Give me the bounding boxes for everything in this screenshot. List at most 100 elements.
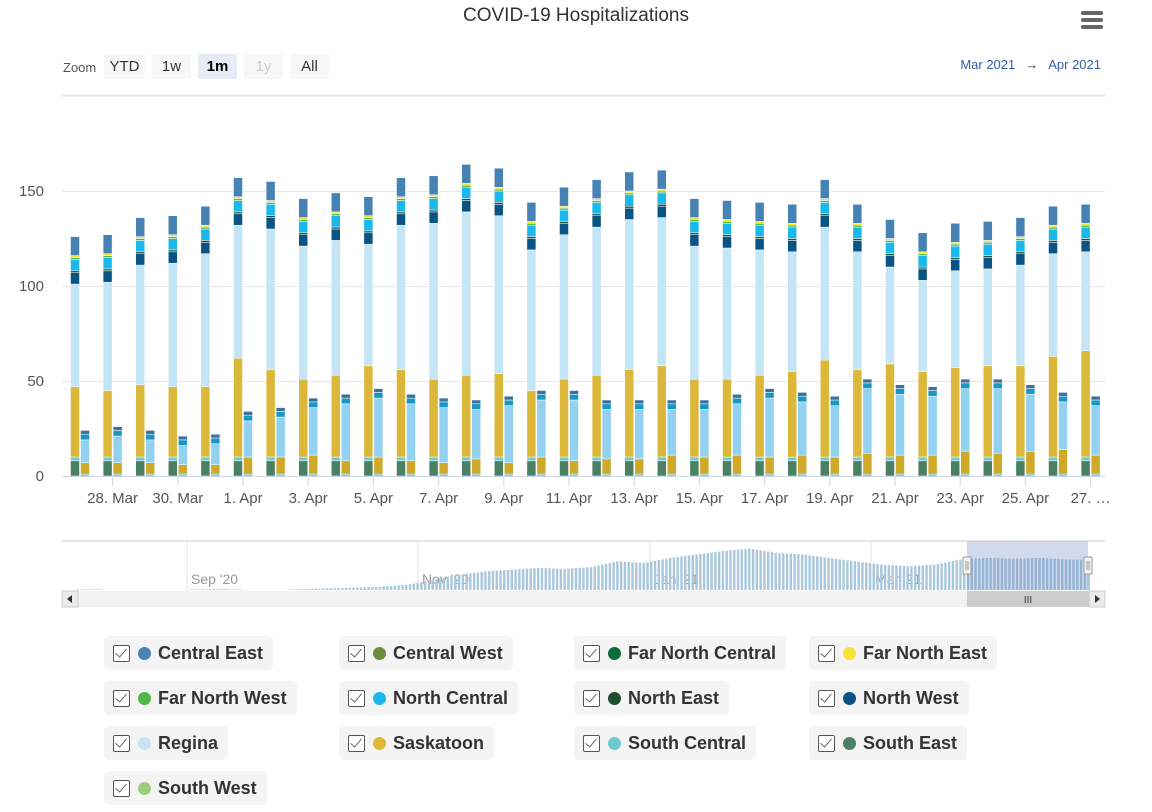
bar-segment[interactable] bbox=[852, 460, 863, 477]
bar-segment[interactable] bbox=[178, 473, 188, 477]
bar-segment[interactable] bbox=[298, 221, 308, 234]
bar-segment[interactable] bbox=[960, 382, 970, 389]
navigator-handle[interactable] bbox=[1083, 556, 1093, 575]
bar-segment[interactable] bbox=[428, 209, 439, 213]
bar-segment[interactable] bbox=[233, 198, 243, 201]
bar-segment[interactable] bbox=[308, 473, 318, 477]
bar-segment[interactable] bbox=[601, 403, 612, 410]
bar-segment[interactable] bbox=[428, 196, 439, 199]
bar-segment[interactable] bbox=[591, 226, 602, 376]
bar-segment[interactable] bbox=[1025, 394, 1036, 452]
bar-segment[interactable] bbox=[885, 219, 895, 239]
legend-item[interactable]: Saskatoon bbox=[339, 726, 495, 760]
bar-segment[interactable] bbox=[797, 473, 807, 477]
bar-segment[interactable] bbox=[732, 473, 742, 477]
bar-segment[interactable] bbox=[494, 202, 504, 205]
bar-segment[interactable] bbox=[1048, 356, 1058, 458]
bar-segment[interactable] bbox=[70, 272, 80, 285]
checkbox-checked-icon[interactable] bbox=[113, 644, 130, 662]
bar-segment[interactable] bbox=[983, 268, 993, 367]
bar-segment[interactable] bbox=[797, 401, 807, 456]
bar-segment[interactable] bbox=[298, 245, 308, 380]
bar-segment[interactable] bbox=[722, 219, 732, 222]
bar-segment[interactable] bbox=[624, 205, 634, 209]
bar-segment[interactable] bbox=[1015, 240, 1026, 253]
bar-segment[interactable] bbox=[461, 211, 471, 376]
bar-segment[interactable] bbox=[243, 473, 253, 477]
legend-item[interactable]: Far North West bbox=[104, 681, 297, 715]
bar-segment[interactable] bbox=[428, 194, 439, 197]
bar-segment[interactable] bbox=[1090, 473, 1101, 477]
bar-segment[interactable] bbox=[722, 460, 732, 477]
bar-segment[interactable] bbox=[70, 257, 80, 260]
bar-segment[interactable] bbox=[145, 430, 155, 435]
bar-segment[interactable] bbox=[895, 454, 905, 475]
bar-segment[interactable] bbox=[787, 226, 797, 239]
bar-segment[interactable] bbox=[200, 240, 211, 243]
bar-segment[interactable] bbox=[657, 190, 667, 194]
bar-segment[interactable] bbox=[298, 219, 308, 222]
bar-segment[interactable] bbox=[494, 456, 504, 462]
bar-segment[interactable] bbox=[265, 217, 276, 230]
legend-item[interactable]: Regina bbox=[104, 726, 229, 760]
bar-segment[interactable] bbox=[559, 186, 569, 207]
bar-segment[interactable] bbox=[754, 223, 765, 226]
bar-segment[interactable] bbox=[70, 283, 80, 387]
bar-segment[interactable] bbox=[732, 394, 742, 399]
bar-segment[interactable] bbox=[601, 458, 612, 475]
bar-segment[interactable] bbox=[820, 215, 830, 228]
bar-segment[interactable] bbox=[657, 217, 667, 367]
bar-segment[interactable] bbox=[1015, 238, 1026, 241]
bar-segment[interactable] bbox=[1015, 460, 1026, 477]
bar-segment[interactable] bbox=[1025, 384, 1036, 389]
legend-item[interactable]: Central West bbox=[339, 636, 513, 670]
bar-segment[interactable] bbox=[960, 388, 970, 452]
bar-segment[interactable] bbox=[112, 435, 123, 463]
bar-segment[interactable] bbox=[471, 473, 481, 477]
bar-segment[interactable] bbox=[559, 223, 569, 235]
bar-segment[interactable] bbox=[732, 403, 742, 456]
bar-segment[interactable] bbox=[168, 386, 178, 458]
bar-segment[interactable] bbox=[591, 198, 602, 201]
legend-item[interactable]: North Central bbox=[339, 681, 519, 715]
bar-segment[interactable] bbox=[820, 226, 830, 361]
bar-segment[interactable] bbox=[1048, 253, 1058, 357]
checkbox-checked-icon[interactable] bbox=[583, 689, 600, 707]
bar-segment[interactable] bbox=[526, 221, 537, 224]
bar-segment[interactable] bbox=[1048, 242, 1058, 254]
bar-segment[interactable] bbox=[396, 198, 406, 201]
bar-segment[interactable] bbox=[797, 392, 807, 397]
bar-segment[interactable] bbox=[634, 409, 644, 460]
bar-segment[interactable] bbox=[820, 213, 830, 216]
bar-segment[interactable] bbox=[233, 196, 243, 199]
bar-segment[interactable] bbox=[722, 236, 732, 249]
bar-segment[interactable] bbox=[862, 452, 873, 475]
bar-segment[interactable] bbox=[852, 369, 863, 458]
bar-segment[interactable] bbox=[993, 388, 1003, 454]
bar-segment[interactable] bbox=[504, 395, 514, 401]
bar-segment[interactable] bbox=[200, 242, 211, 254]
bar-segment[interactable] bbox=[102, 270, 113, 283]
bar-segment[interactable] bbox=[494, 460, 504, 477]
bar-segment[interactable] bbox=[135, 251, 145, 254]
bar-segment[interactable] bbox=[102, 281, 113, 391]
bar-segment[interactable] bbox=[168, 236, 178, 239]
bar-segment[interactable] bbox=[624, 219, 634, 370]
bar-segment[interactable] bbox=[298, 378, 308, 458]
bar-segment[interactable] bbox=[112, 426, 123, 431]
bar-segment[interactable] bbox=[624, 192, 634, 196]
bar-segment[interactable] bbox=[363, 456, 374, 462]
bar-segment[interactable] bbox=[210, 464, 221, 475]
bar-segment[interactable] bbox=[102, 234, 113, 254]
bar-segment[interactable] bbox=[200, 460, 211, 477]
bar-segment[interactable] bbox=[950, 259, 960, 272]
bar-segment[interactable] bbox=[1058, 395, 1068, 403]
bar-segment[interactable] bbox=[689, 217, 700, 220]
bar-segment[interactable] bbox=[428, 378, 439, 458]
bar-segment[interactable] bbox=[363, 196, 374, 216]
bar-segment[interactable] bbox=[494, 167, 504, 188]
bar-segment[interactable] bbox=[494, 204, 504, 216]
bar-segment[interactable] bbox=[754, 221, 765, 224]
bar-segment[interactable] bbox=[983, 221, 993, 241]
bar-segment[interactable] bbox=[526, 202, 537, 222]
